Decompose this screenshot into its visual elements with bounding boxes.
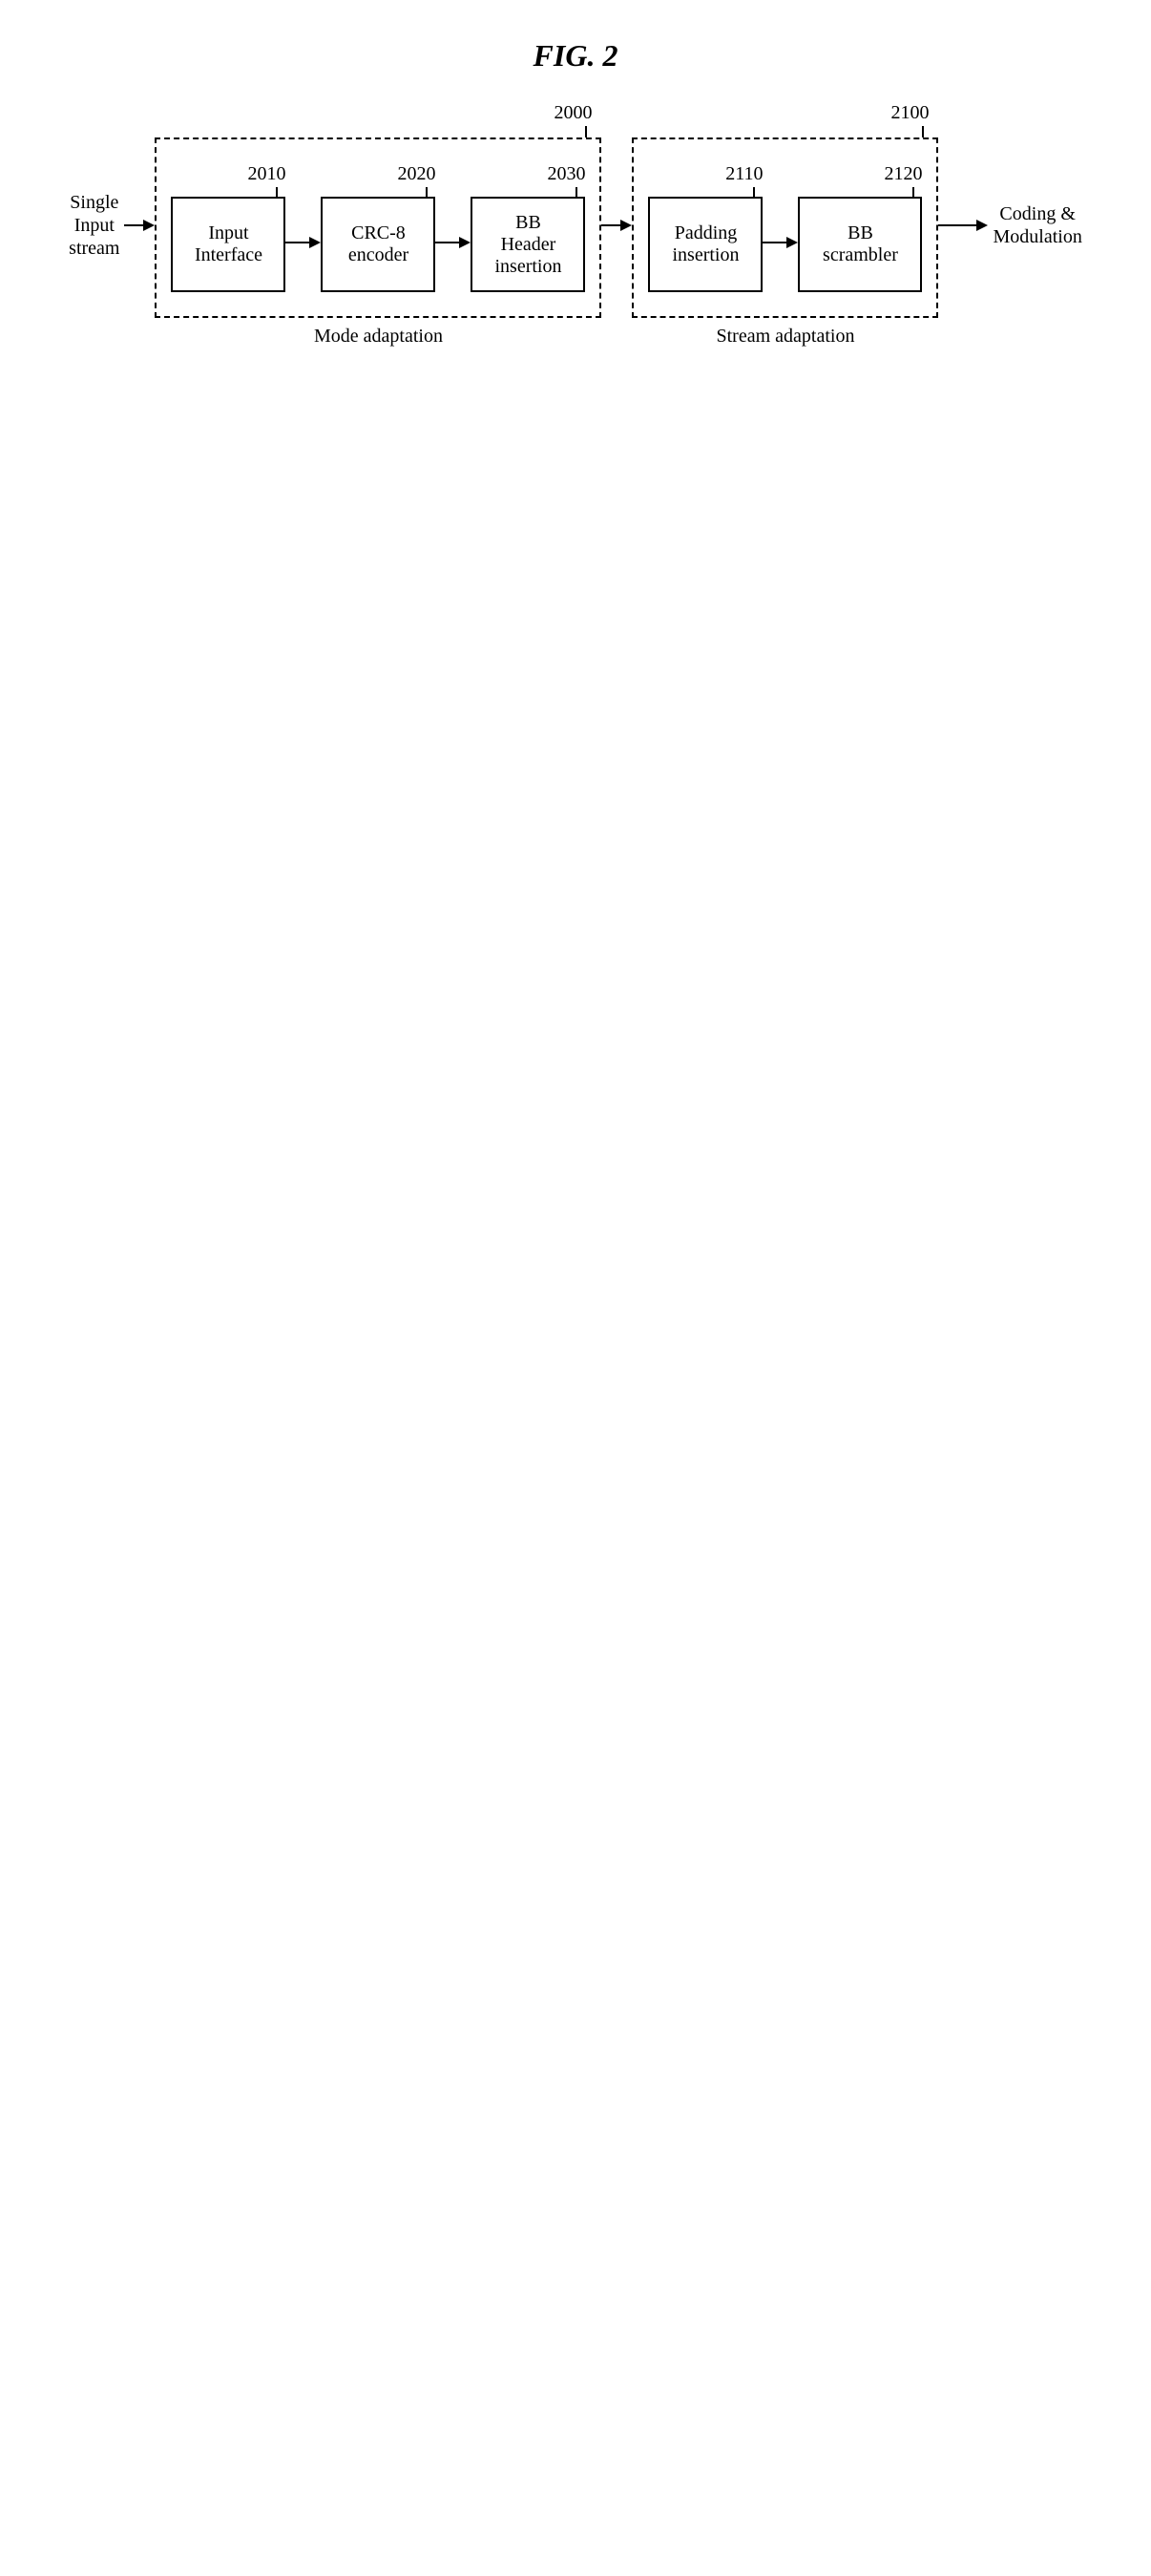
block-2030: BBHeaderinsertion <box>471 197 585 292</box>
arrow-line <box>601 224 620 226</box>
arrow-between-blocks <box>435 237 471 248</box>
group-2000: 20002010InputInterface2020CRC-8encoder20… <box>155 102 601 348</box>
input-stream-label: SingleInputstream <box>69 191 119 260</box>
diagram-container: SingleInputstream 2000 2010 InputInterface… <box>69 102 1082 348</box>
group-id-label: 2000 <box>554 102 592 124</box>
tick-line <box>585 126 587 137</box>
group-box: 2110 Paddinginsertion 2120 BBscrambler <box>632 137 938 318</box>
block-id-label: 2120 <box>884 163 922 185</box>
block-id-label: 2010 <box>247 163 285 185</box>
arrow-head-icon <box>459 237 471 248</box>
arrow-head-icon <box>786 237 798 248</box>
block-2110: Paddinginsertion <box>648 197 763 292</box>
tick-line <box>753 187 755 197</box>
arrow-head-icon <box>143 220 155 231</box>
arrow-line <box>763 242 786 243</box>
block-2010: InputInterface <box>171 197 285 292</box>
tick-line <box>426 187 428 197</box>
tick-line <box>922 126 924 137</box>
group-id-label: 2100 <box>890 102 929 124</box>
block-2120: BBscrambler <box>798 197 922 292</box>
group-caption: Mode adaptation <box>314 326 443 348</box>
arrow-line <box>938 224 976 226</box>
arrow-input <box>124 220 155 231</box>
group-2100: 2100 2110 Paddinginsertion 2120 BBscrambler S… <box>632 102 938 348</box>
arrow-output <box>938 220 988 231</box>
block-id-label: 2020 <box>397 163 435 185</box>
output-label: Coding &Modulation <box>993 202 1081 248</box>
group-caption: Stream adaptation <box>717 326 855 348</box>
arrow-line <box>285 242 309 243</box>
tick-line <box>912 187 914 197</box>
block-id-label: 2030 <box>547 163 585 185</box>
block-id-label: 2110 <box>725 163 763 185</box>
arrow-between-groups <box>601 220 632 231</box>
figure-title: FIG. 2 <box>534 38 618 74</box>
arrow-between-blocks <box>763 237 798 248</box>
group-box: 2010 InputInterface 2020 CRC-8encoder 2030 BB… <box>155 137 601 318</box>
arrow-line <box>435 242 459 243</box>
arrow-line <box>124 224 143 226</box>
arrow-head-icon <box>309 237 321 248</box>
arrow-head-icon <box>620 220 632 231</box>
arrow-head-icon <box>976 220 988 231</box>
tick-line <box>276 187 278 197</box>
block-2020: CRC-8encoder <box>321 197 435 292</box>
arrow-between-blocks <box>285 237 321 248</box>
tick-line <box>576 187 577 197</box>
